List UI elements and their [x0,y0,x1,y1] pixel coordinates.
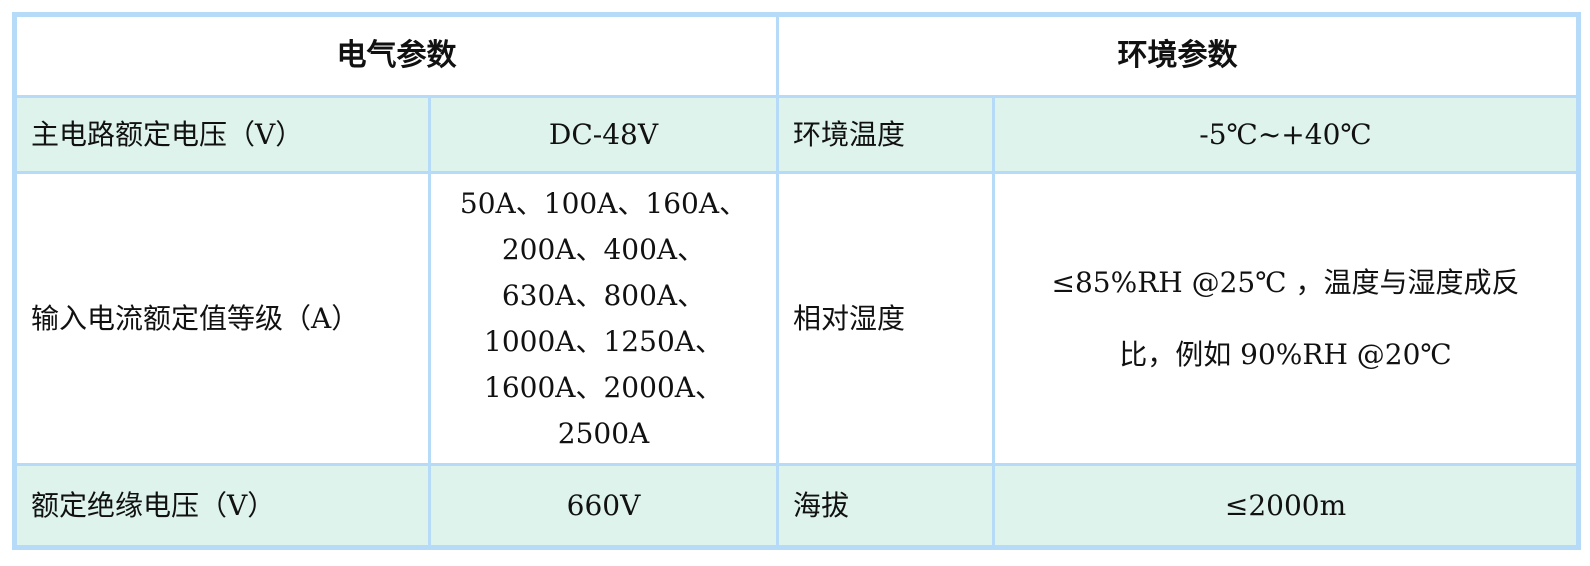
cell-label: 额定绝缘电压（V） [17,466,428,545]
cell-value: ≤2000m [995,466,1576,545]
cell-label: 环境温度 [779,98,992,171]
value-line: 2500A [557,416,650,450]
table-row: 额定绝缘电压（V） 660V 海拔 ≤2000m [17,466,1576,545]
header-environment: 环境参数 [779,17,1576,95]
value-line: ≤85%RH @25℃ ，温度与湿度成反 [1051,265,1520,299]
value-line: 50A、100A、160A、 [459,186,748,220]
table-row: 输入电流额定值等级（A） 50A、100A、160A、 200A、400A、 6… [17,174,1576,463]
value-line: 比，例如 90%RH @20℃ [1119,337,1452,371]
cell-value: 660V [431,466,776,545]
parameters-table: 电气参数 环境参数 主电路额定电压（V） DC-48V 环境温度 -5℃~+40… [12,12,1581,550]
value-line: 1600A、2000A、 [484,370,723,404]
cell-value: ≤85%RH @25℃ ，温度与湿度成反 比，例如 90%RH @20℃ [995,174,1576,463]
cell-label: 输入电流额定值等级（A） [17,174,428,463]
value-line: 630A、800A、 [501,278,706,312]
cell-value: 50A、100A、160A、 200A、400A、 630A、800A、 100… [431,174,776,463]
value-line: 1000A、1250A、 [484,324,723,358]
cell-value: -5℃~+40℃ [995,98,1576,171]
header-electrical: 电气参数 [17,17,776,95]
table-row: 主电路额定电压（V） DC-48V 环境温度 -5℃~+40℃ [17,98,1576,171]
cell-label: 海拔 [779,466,992,545]
header-row: 电气参数 环境参数 [17,17,1576,95]
cell-label: 主电路额定电压（V） [17,98,428,171]
cell-label: 相对湿度 [779,174,992,463]
cell-value: DC-48V [431,98,776,171]
value-line: 200A、400A、 [501,232,706,266]
